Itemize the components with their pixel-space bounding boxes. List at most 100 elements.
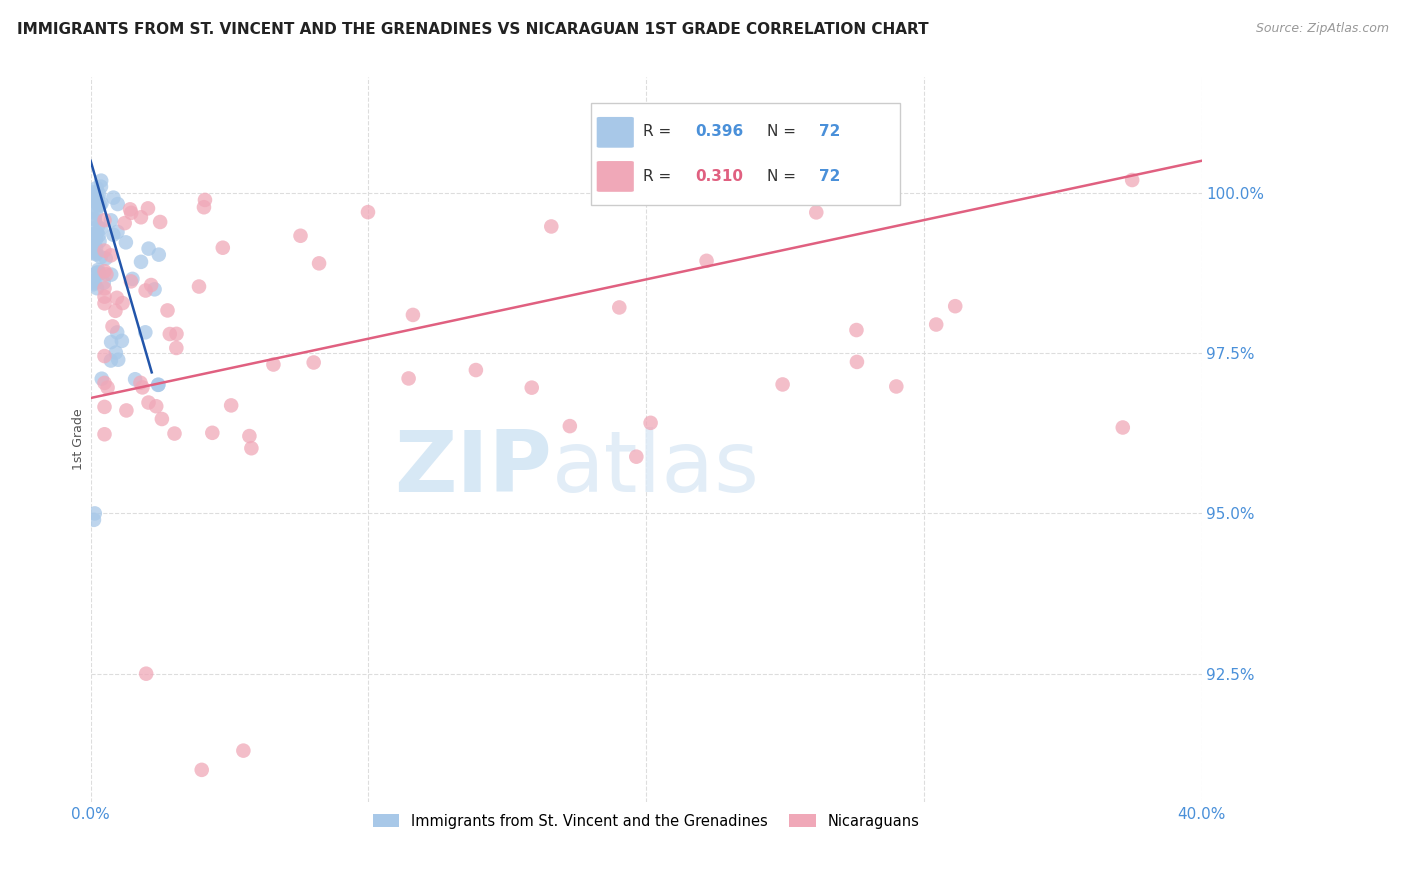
Point [884, 379, 907, 393]
Point [90, 196, 112, 211]
Point [148, 247, 170, 261]
Point [148, 377, 170, 392]
Point [107, 197, 129, 211]
Point [100, 248, 122, 262]
Point [80, 193, 103, 207]
Point [89, 187, 111, 202]
Point [89, 267, 111, 281]
Point [398, 371, 420, 385]
Point [103, 191, 125, 205]
Point [93, 290, 115, 304]
Point [82, 227, 104, 241]
Point [129, 255, 152, 269]
Point [86, 181, 108, 195]
Point [90, 179, 112, 194]
Point [402, 308, 425, 322]
Point [111, 296, 134, 310]
Point [80, 204, 103, 219]
Point [308, 256, 330, 270]
Legend: Immigrants from St. Vincent and the Grenadines, Nicaraguans: Immigrants from St. Vincent and the Gren… [367, 808, 925, 835]
Point [925, 318, 948, 332]
Point [86, 281, 108, 295]
FancyBboxPatch shape [596, 161, 634, 192]
Point [93, 427, 115, 442]
Point [96, 267, 118, 281]
Point [100, 353, 122, 368]
Point [93, 349, 115, 363]
Point [540, 219, 562, 234]
Point [90, 174, 112, 188]
Point [87, 219, 110, 234]
Point [188, 279, 211, 293]
Point [87, 265, 110, 279]
Point [121, 272, 143, 286]
Text: R =: R = [643, 169, 676, 184]
Point [166, 326, 188, 341]
Point [83, 244, 105, 259]
Point [150, 412, 173, 426]
Point [240, 441, 263, 455]
Text: N =: N = [766, 169, 800, 184]
Point [135, 666, 157, 681]
Point [84, 206, 107, 220]
Point [845, 323, 868, 337]
Point [120, 202, 142, 217]
Point [83, 190, 105, 204]
Point [104, 345, 127, 359]
Point [219, 398, 242, 412]
Point [156, 303, 179, 318]
Point [84, 233, 107, 247]
Point [129, 376, 152, 390]
Point [134, 326, 156, 340]
Point [120, 206, 142, 220]
Point [1121, 173, 1143, 187]
Point [83, 211, 105, 226]
Point [93, 400, 115, 414]
Point [302, 355, 325, 369]
Point [80, 185, 103, 199]
Point [149, 215, 172, 229]
Point [80, 243, 103, 257]
Point [84, 186, 107, 201]
Point [129, 211, 152, 225]
Point [87, 199, 110, 213]
Text: IMMIGRANTS FROM ST. VINCENT AND THE GRENADINES VS NICARAGUAN 1ST GRADE CORRELATI: IMMIGRANTS FROM ST. VINCENT AND THE GREN… [17, 22, 928, 37]
Point [84, 247, 107, 261]
Point [131, 380, 153, 394]
Point [165, 341, 187, 355]
Point [124, 372, 146, 386]
Point [82, 228, 104, 243]
Point [93, 244, 115, 258]
Text: 0.310: 0.310 [696, 169, 744, 184]
Point [194, 193, 217, 207]
Point [607, 301, 630, 315]
Point [84, 241, 107, 255]
Point [290, 228, 312, 243]
Point [93, 213, 115, 227]
Point [139, 278, 162, 293]
Text: 72: 72 [820, 124, 841, 139]
Point [93, 296, 115, 310]
Point [84, 266, 107, 280]
Point [145, 399, 167, 413]
Point [115, 235, 138, 250]
FancyBboxPatch shape [591, 103, 900, 205]
Point [107, 225, 129, 239]
Point [103, 227, 125, 242]
Point [89, 198, 111, 212]
Text: 72: 72 [820, 169, 841, 184]
Point [90, 221, 112, 235]
Point [84, 192, 107, 206]
Point [806, 205, 828, 219]
Point [193, 200, 215, 214]
Point [105, 326, 128, 340]
Point [232, 744, 254, 758]
Point [87, 228, 110, 243]
Point [93, 281, 115, 295]
Point [82, 277, 104, 292]
Text: R =: R = [643, 124, 676, 139]
Point [89, 234, 111, 248]
Point [83, 507, 105, 521]
Point [238, 429, 260, 443]
Text: atlas: atlas [551, 427, 759, 510]
